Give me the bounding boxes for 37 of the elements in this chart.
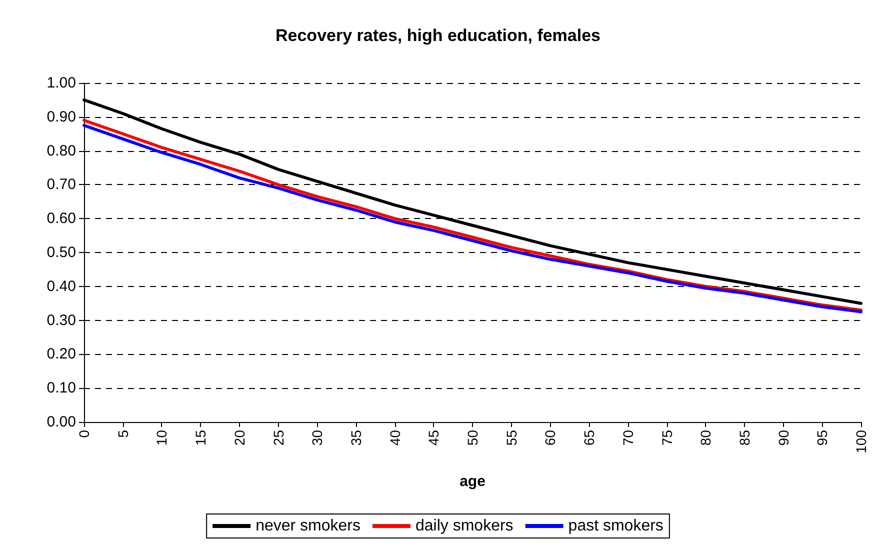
x-tick-label: 75 xyxy=(658,430,675,446)
x-tick-label: 90 xyxy=(775,430,792,446)
y-tick-label: 0.60 xyxy=(46,210,76,228)
x-tick-label: 60 xyxy=(542,430,558,446)
y-tick-label: 0.10 xyxy=(46,380,76,397)
y-tick-label: 0.50 xyxy=(46,244,76,261)
legend-label: daily smokers xyxy=(415,518,514,534)
x-tick-label: 65 xyxy=(581,430,598,446)
y-tick-label: 0.40 xyxy=(46,278,76,295)
x-tick-label: 20 xyxy=(231,430,248,446)
x-tick-label: 30 xyxy=(309,430,326,446)
y-tick-label: 0.30 xyxy=(46,312,76,329)
x-tick-label: 5 xyxy=(114,430,131,438)
x-tick-label: 50 xyxy=(464,430,480,446)
x-tick-label: 10 xyxy=(154,430,170,446)
x-tick-label: 85 xyxy=(736,430,752,446)
x-tick-label: 100 xyxy=(853,430,869,454)
x-tick-label: 95 xyxy=(814,430,830,446)
x-tick-label: 15 xyxy=(192,430,209,446)
x-tick-label: 80 xyxy=(698,430,714,446)
x-tick-label: 45 xyxy=(426,430,442,446)
y-tick-label: 0.20 xyxy=(46,346,76,363)
y-tick-label: 0.90 xyxy=(46,108,76,126)
x-tick-label: 40 xyxy=(386,430,403,446)
legend-label: past smokers xyxy=(568,518,664,534)
y-tick-label: 0.70 xyxy=(46,176,76,194)
x-tick-label: 55 xyxy=(503,430,520,446)
x-tick-label: 25 xyxy=(270,430,286,446)
x-axis-title: age xyxy=(460,473,486,490)
legend-label: never smokers xyxy=(256,518,360,534)
y-tick-label: 1.00 xyxy=(46,74,76,92)
x-tick-label: 35 xyxy=(348,430,364,446)
x-tick-label: 0 xyxy=(76,430,92,438)
y-tick-label: 0.00 xyxy=(46,414,76,430)
y-tick-label: 0.80 xyxy=(46,142,76,160)
chart-title: Recovery rates, high education, females xyxy=(275,26,601,45)
x-tick-label: 70 xyxy=(620,430,636,446)
